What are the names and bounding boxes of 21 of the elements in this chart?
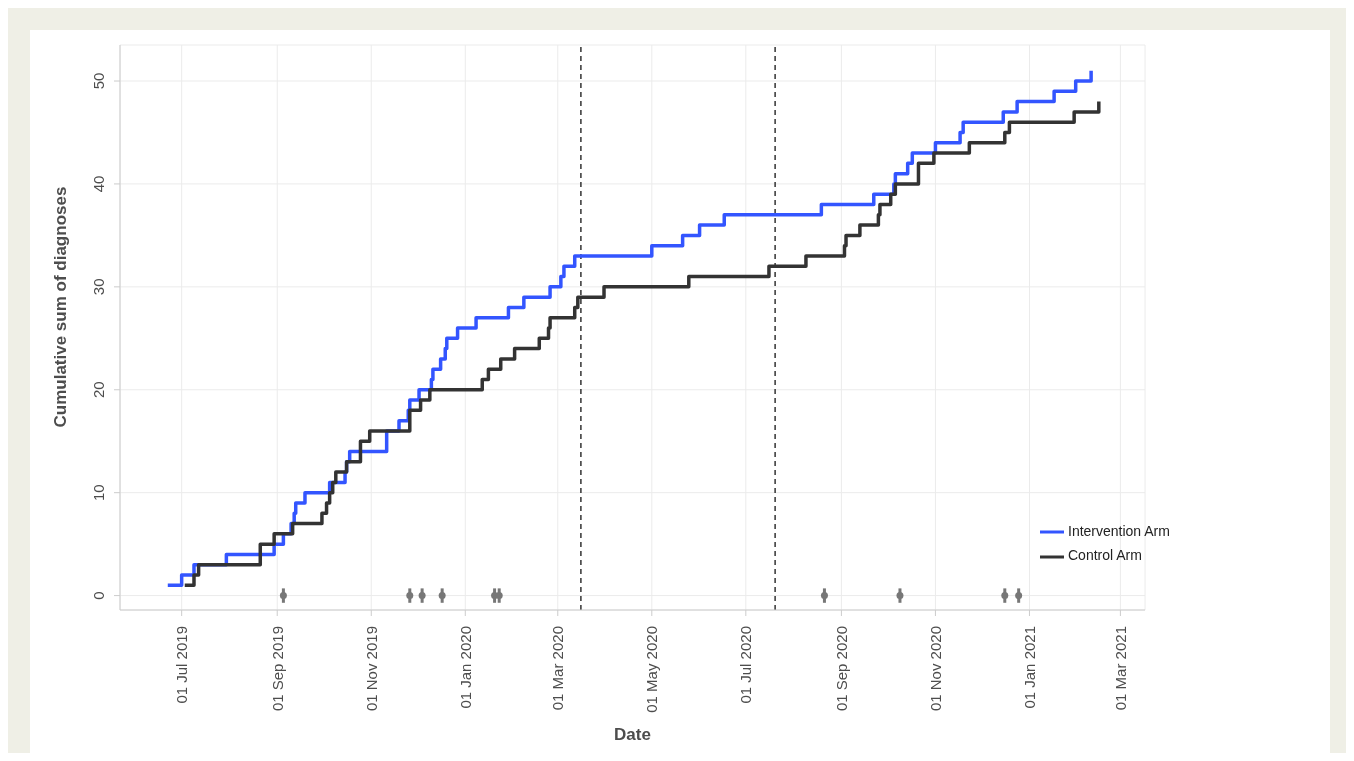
y-tick-label: 10 [90,484,107,502]
x-tick-label: 01 Nov 2019 [362,626,380,712]
x-tick-label: 01 Nov 2020 [926,626,944,712]
y-tick-label: 40 [90,175,107,193]
legend-label: Control Arm [1068,547,1142,564]
x-tick-label: 01 May 2020 [643,626,661,713]
x-tick-label: 01 Jul 2020 [737,626,755,704]
x-axis-title: Date [614,725,651,744]
y-tick-label: 0 [90,591,107,600]
x-tick-label: 01 Mar 2020 [549,626,567,711]
x-tick-label: 01 Sep 2019 [268,626,286,712]
x-tick-label: 01 Jan 2021 [1020,626,1038,709]
x-tick-label: 01 Jan 2020 [456,626,474,709]
legend-label: Intervention Arm [1068,523,1170,539]
x-tick-label: 01 Mar 2021 [1111,626,1129,711]
y-axis-title: Cumulative sum of diagnoses [51,186,71,428]
x-tick-label: 01 Sep 2020 [832,626,850,712]
x-tick-label: 01 Jul 2019 [173,626,191,704]
y-tick-label: 50 [90,72,107,90]
y-tick-label: 30 [90,278,107,296]
y-tick-label: 20 [90,381,107,399]
